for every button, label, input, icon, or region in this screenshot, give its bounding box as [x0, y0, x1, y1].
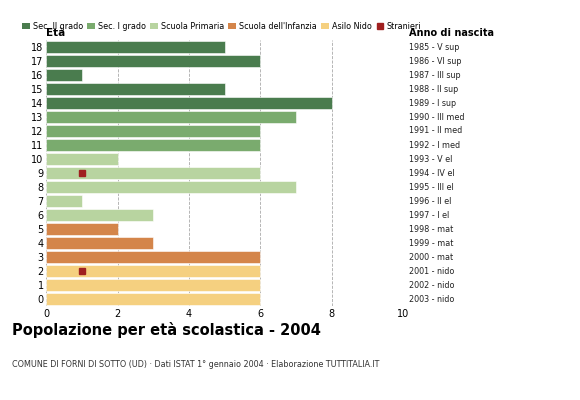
Bar	[46, 41, 225, 53]
Bar	[46, 55, 260, 67]
Bar	[46, 279, 260, 291]
Bar	[46, 97, 332, 109]
Legend: Sec. II grado, Sec. I grado, Scuola Primaria, Scuola dell'Infanzia, Asilo Nido, : Sec. II grado, Sec. I grado, Scuola Prim…	[22, 22, 421, 31]
Text: 1989 - I sup: 1989 - I sup	[409, 98, 456, 108]
Bar	[46, 195, 82, 207]
Bar	[46, 69, 82, 81]
Text: 1985 - V sup: 1985 - V sup	[409, 42, 459, 52]
Text: 1990 - III med: 1990 - III med	[409, 112, 465, 122]
Bar	[46, 293, 260, 305]
Text: 1992 - I med: 1992 - I med	[409, 140, 460, 150]
Text: COMUNE DI FORNI DI SOTTO (UD) · Dati ISTAT 1° gennaio 2004 · Elaborazione TUTTIT: COMUNE DI FORNI DI SOTTO (UD) · Dati IST…	[12, 360, 379, 369]
Text: 2000 - mat: 2000 - mat	[409, 252, 453, 262]
Bar	[46, 125, 260, 137]
Text: Età: Età	[46, 28, 66, 38]
Text: 1997 - I el: 1997 - I el	[409, 210, 449, 220]
Text: 2002 - nido: 2002 - nido	[409, 280, 454, 290]
Bar	[46, 181, 296, 193]
Text: 1988 - II sup: 1988 - II sup	[409, 84, 458, 94]
Bar	[46, 265, 260, 277]
Text: 1995 - III el: 1995 - III el	[409, 182, 454, 192]
Text: 2001 - nido: 2001 - nido	[409, 266, 454, 276]
Bar	[46, 83, 225, 95]
Bar	[46, 209, 153, 221]
Text: 1987 - III sup: 1987 - III sup	[409, 70, 461, 80]
Text: 1998 - mat: 1998 - mat	[409, 224, 453, 234]
Bar	[46, 237, 153, 249]
Text: 1999 - mat: 1999 - mat	[409, 238, 454, 248]
Bar	[46, 139, 260, 151]
Text: Anno di nascita: Anno di nascita	[409, 28, 494, 38]
Bar	[46, 167, 260, 179]
Text: 2003 - nido: 2003 - nido	[409, 294, 454, 304]
Text: 1986 - VI sup: 1986 - VI sup	[409, 56, 462, 66]
Text: 1993 - V el: 1993 - V el	[409, 154, 452, 164]
Bar	[46, 153, 118, 165]
Bar	[46, 111, 296, 123]
Bar	[46, 251, 260, 263]
Text: 1994 - IV el: 1994 - IV el	[409, 168, 455, 178]
Bar	[46, 223, 118, 235]
Text: 1991 - II med: 1991 - II med	[409, 126, 462, 136]
Text: Popolazione per età scolastica - 2004: Popolazione per età scolastica - 2004	[12, 322, 321, 338]
Text: 1996 - II el: 1996 - II el	[409, 196, 451, 206]
